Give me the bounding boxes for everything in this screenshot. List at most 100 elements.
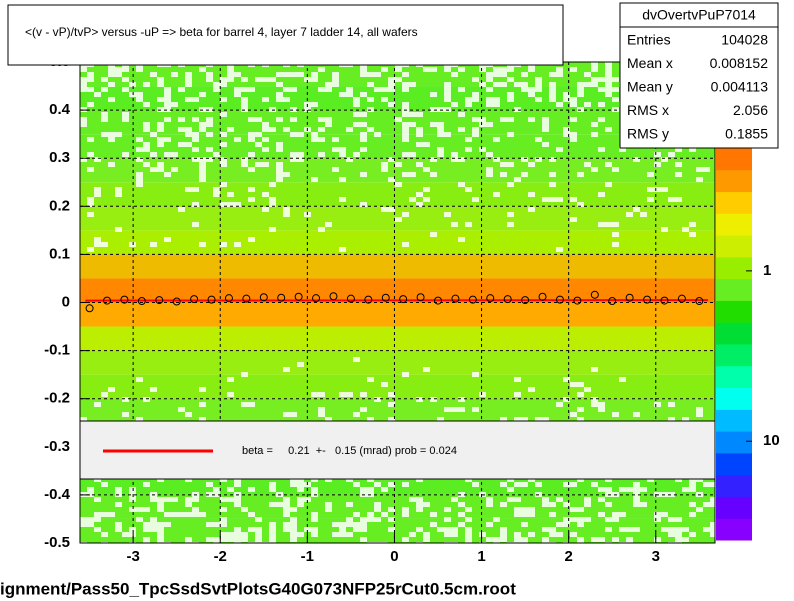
stats-value: 2.056: [733, 102, 768, 118]
speckle: [605, 182, 612, 187]
speckle: [276, 502, 283, 507]
speckle: [199, 402, 206, 407]
speckle: [465, 542, 472, 547]
speckle: [262, 137, 269, 142]
speckle: [612, 222, 619, 227]
speckle: [703, 482, 710, 487]
speckle: [101, 117, 108, 122]
speckle: [199, 387, 206, 392]
speckle: [416, 497, 423, 502]
speckle: [129, 507, 136, 512]
speckle: [584, 387, 591, 392]
speckle: [178, 117, 185, 122]
speckle: [584, 497, 591, 502]
speckle: [479, 392, 486, 397]
speckle: [682, 227, 689, 232]
speckle: [220, 112, 227, 117]
stats-value: 0.008152: [710, 55, 769, 71]
speckle: [297, 152, 304, 157]
speckle: [367, 487, 374, 492]
speckle: [227, 392, 234, 397]
speckle: [248, 402, 255, 407]
speckle: [612, 107, 619, 112]
speckle: [598, 87, 605, 92]
speckle: [318, 407, 325, 412]
profile-point: [538, 292, 547, 301]
speckle: [241, 102, 248, 107]
speckle: [248, 87, 255, 92]
speckle: [206, 117, 213, 122]
speckle: [318, 67, 325, 72]
speckle: [143, 102, 150, 107]
speckle: [241, 87, 248, 92]
speckle: [416, 202, 423, 207]
speckle: [213, 487, 220, 492]
speckle: [157, 507, 164, 512]
profile-point: [364, 295, 373, 304]
speckle: [535, 417, 542, 422]
speckle: [290, 132, 297, 137]
speckle: [227, 127, 234, 132]
y-tick-label: 0: [62, 293, 70, 310]
speckle: [122, 77, 129, 82]
speckle: [108, 97, 115, 102]
speckle: [276, 162, 283, 167]
speckle: [381, 67, 388, 72]
speckle: [122, 87, 129, 92]
speckle: [94, 187, 101, 192]
speckle: [430, 92, 437, 97]
speckle: [423, 367, 430, 372]
speckle: [171, 152, 178, 157]
speckle: [535, 137, 542, 142]
speckle: [521, 542, 528, 547]
speckle: [283, 497, 290, 502]
speckle: [486, 77, 493, 82]
speckle: [339, 522, 346, 527]
speckle: [122, 112, 129, 117]
speckle: [563, 377, 570, 382]
speckle: [458, 407, 465, 412]
speckle: [248, 527, 255, 532]
x-tick-label: 1: [477, 548, 485, 565]
speckle: [185, 132, 192, 137]
speckle: [675, 542, 682, 547]
speckle: [129, 92, 136, 97]
speckle: [115, 132, 122, 137]
speckle: [367, 517, 374, 522]
speckle: [94, 242, 101, 247]
speckle: [605, 72, 612, 77]
speckle: [381, 487, 388, 492]
speckle: [150, 152, 157, 157]
speckle: [269, 77, 276, 82]
speckle: [227, 77, 234, 82]
speckle: [164, 172, 171, 177]
speckle: [87, 197, 94, 202]
speckle: [80, 67, 87, 72]
speckle: [248, 487, 255, 492]
speckle: [136, 67, 143, 72]
speckle: [710, 482, 717, 487]
speckle: [234, 537, 241, 542]
speckle: [325, 222, 332, 227]
speckle: [367, 127, 374, 132]
speckle: [262, 147, 269, 152]
speckle: [157, 502, 164, 507]
speckle: [472, 97, 479, 102]
speckle: [318, 392, 325, 397]
y-tick-label: -0.2: [44, 390, 70, 407]
speckle: [332, 147, 339, 152]
speckle: [101, 532, 108, 537]
speckle: [269, 537, 276, 542]
speckle: [640, 502, 647, 507]
speckle: [486, 102, 493, 107]
speckle: [199, 167, 206, 172]
speckle: [472, 482, 479, 487]
speckle: [402, 482, 409, 487]
speckle: [472, 77, 479, 82]
speckle: [360, 112, 367, 117]
speckle: [591, 82, 598, 87]
speckle: [654, 517, 661, 522]
speckle: [395, 217, 402, 222]
speckle: [80, 417, 87, 422]
